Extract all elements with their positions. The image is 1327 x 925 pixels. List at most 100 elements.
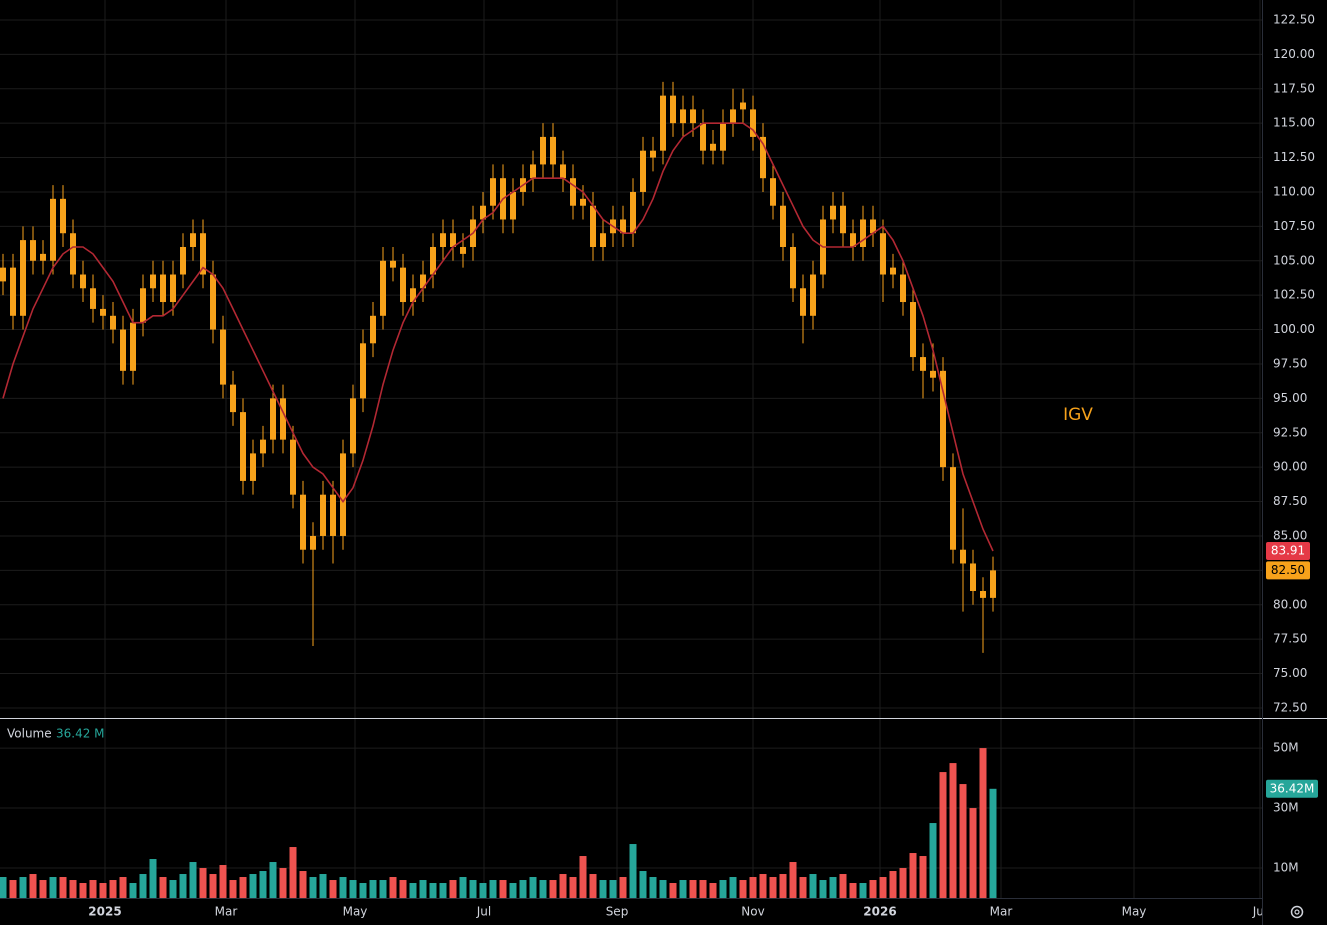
volume-bar [949, 763, 957, 898]
moving-average [2, 122, 994, 552]
candle-body [210, 274, 216, 330]
candle-body [330, 494, 336, 536]
volume-bar [799, 877, 807, 898]
y-tick-label: 72.50 [1273, 700, 1307, 714]
ma-badge-bg [1266, 541, 1310, 560]
candle-body [660, 95, 666, 151]
symbol-label: IGV [1063, 405, 1093, 425]
volume-bar [259, 871, 267, 898]
volume-bar [169, 880, 177, 898]
settings-button[interactable] [1290, 905, 1304, 919]
last-price-badge-bg [1266, 561, 1310, 580]
volume-bar [179, 874, 187, 898]
candle-body [850, 233, 856, 247]
gear-icon[interactable] [1290, 905, 1304, 919]
volume-badge: 36.42M [1270, 781, 1315, 795]
candle-body [230, 384, 236, 413]
candle-body [650, 150, 656, 158]
candle-body [730, 109, 736, 124]
candle-body [190, 233, 196, 247]
volume-bar [549, 880, 557, 898]
volume-bar [669, 883, 677, 898]
candle-body [280, 398, 286, 440]
candle-body [890, 267, 896, 275]
candle-body [910, 302, 916, 358]
volume-bar [609, 880, 617, 898]
volume-bar [779, 874, 787, 898]
volume-bar [939, 772, 947, 898]
volume-bar [409, 883, 417, 898]
volume-bar [499, 880, 507, 898]
candle-body [810, 274, 816, 316]
volume-bar [269, 862, 277, 898]
volume-tick-label: 10M [1273, 861, 1299, 875]
x-tick-label: Jul [476, 905, 491, 919]
candle-body [770, 178, 776, 206]
candle-body [740, 102, 746, 110]
volume-bar [919, 856, 927, 898]
x-tick-label: May [1122, 905, 1147, 919]
x-tick-label: 2025 [88, 905, 121, 919]
volume-bar [689, 880, 697, 898]
candle-body [350, 398, 356, 454]
candle-body [710, 143, 716, 151]
volume-bar [909, 853, 917, 898]
volume-tick-label: 30M [1273, 801, 1299, 815]
candle-body [130, 322, 136, 371]
volume-bar [279, 868, 287, 898]
plot-area [0, 81, 997, 898]
y-tick-label: 95.00 [1273, 391, 1307, 405]
candle-body [980, 590, 986, 598]
volume-bar [849, 883, 857, 898]
candle-body [80, 274, 86, 289]
candle-body [540, 136, 546, 165]
candle-body [30, 240, 36, 261]
candle-body [510, 191, 516, 220]
volume-bar [59, 877, 67, 898]
candle-body [200, 233, 206, 275]
candle-body [300, 494, 306, 550]
x-tick-label: Mar [990, 905, 1013, 919]
y-tick-label: 107.50 [1273, 219, 1315, 233]
volume-bar [399, 880, 407, 898]
candle-body [410, 288, 416, 303]
candle-body [60, 198, 66, 234]
candle-body [290, 439, 296, 495]
y-tick-label: 115.00 [1273, 116, 1315, 130]
candle-body [360, 343, 366, 399]
volume-bar [319, 874, 327, 898]
last-price-badge: 82.50 [1271, 563, 1305, 577]
volume-bar [429, 883, 437, 898]
y-tick-label: 87.50 [1273, 494, 1307, 508]
y-tick-label: 122.50 [1273, 12, 1315, 26]
volume-bar [339, 877, 347, 898]
candle-body [320, 494, 326, 536]
ma-badge: 83.91 [1271, 543, 1305, 557]
volume-bar [559, 874, 567, 898]
volume-bar [89, 880, 97, 898]
candle-body [780, 205, 786, 247]
candle-body [590, 205, 596, 247]
volume-bar [189, 862, 197, 898]
volume-bar [0, 877, 7, 898]
volume-bar [359, 883, 367, 898]
volume-bar [109, 880, 117, 898]
y-tick-label: 110.00 [1273, 184, 1315, 198]
volume-bar [369, 880, 377, 898]
volume-bar [679, 880, 687, 898]
x-tick-label: Mar [215, 905, 238, 919]
candle-body [480, 205, 486, 220]
volume-bar [299, 871, 307, 898]
volume-bar [379, 880, 387, 898]
candle-body [450, 233, 456, 247]
volume-bar [599, 880, 607, 898]
candle-body [310, 535, 316, 550]
volume-bar [839, 874, 847, 898]
volume-bar [289, 847, 297, 898]
candle-body [580, 198, 586, 206]
candle-body [900, 274, 906, 303]
volume-bar [199, 868, 207, 898]
volume-bar [229, 880, 237, 898]
